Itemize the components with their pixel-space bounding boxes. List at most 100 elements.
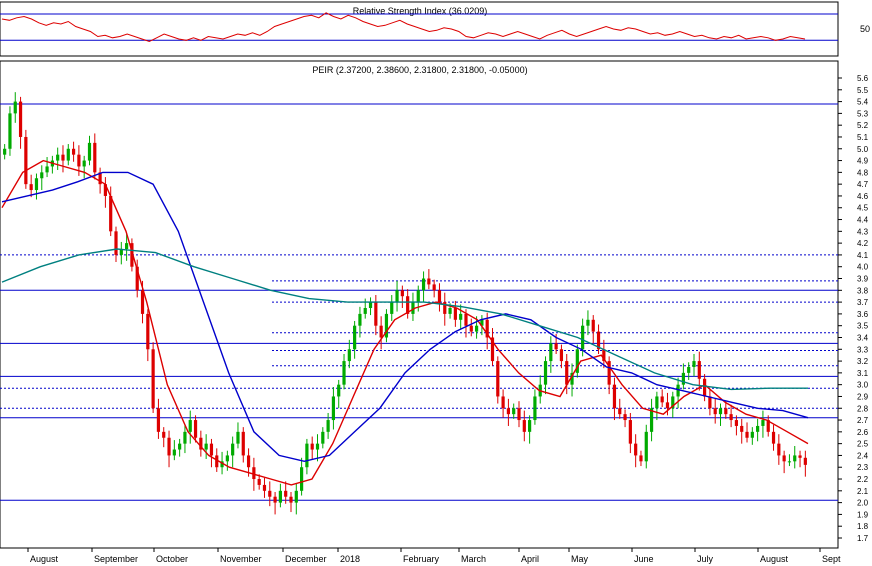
- x-tick-label: February: [403, 554, 440, 564]
- candle-body: [13, 101, 17, 114]
- candle-body: [756, 425, 760, 432]
- candle-body: [241, 431, 245, 456]
- candle-body: [178, 443, 182, 450]
- x-tick-label: August: [760, 554, 789, 564]
- x-axis: August September October November December 20…: [27, 548, 841, 564]
- candle-body: [671, 396, 675, 409]
- candle-body: [236, 431, 240, 444]
- candle-body: [612, 384, 617, 409]
- y-tick-label: 4.5: [857, 204, 869, 213]
- y-tick-label: 2.1: [857, 487, 869, 496]
- candle-body: [358, 313, 362, 326]
- candle-body: [793, 455, 797, 462]
- candle-body: [103, 184, 108, 196]
- x-tick-label: April: [521, 554, 539, 564]
- candle-body: [66, 148, 70, 161]
- x-tick-label: June: [634, 554, 654, 564]
- y-tick-label: 3.2: [857, 357, 869, 366]
- candle-body: [623, 414, 627, 421]
- candle-body: [745, 431, 749, 438]
- candle-body: [368, 302, 373, 308]
- candle-body: [591, 319, 595, 332]
- y-tick-label: 2.6: [857, 428, 869, 437]
- y-tick-label: 2.0: [857, 499, 869, 508]
- candle-body: [225, 455, 229, 462]
- price-title: PEIR (2.37200, 2.38600, 2.31800, 2.31800…: [312, 65, 527, 75]
- y-tick-label: 1.7: [857, 534, 869, 543]
- candle-body: [162, 431, 166, 438]
- candle-body: [204, 443, 208, 450]
- candle-body: [34, 178, 39, 191]
- candle-body: [384, 313, 389, 338]
- x-tick-label: May: [571, 554, 589, 564]
- candle-body: [135, 266, 139, 291]
- x-tick-label: 2018: [340, 554, 360, 564]
- candle-body: [82, 160, 86, 167]
- candle-body: [8, 113, 12, 149]
- candle-body: [469, 325, 473, 332]
- candle-body: [724, 408, 728, 415]
- candle-body: [29, 184, 33, 191]
- price-panel: PEIR (2.37200, 2.38600, 2.31800, 2.31800…: [0, 60, 869, 564]
- candle-body: [305, 443, 309, 468]
- candle-body: [427, 278, 431, 285]
- candle-body: [61, 154, 65, 161]
- candle-body: [220, 461, 224, 468]
- rsi-panel: Relative Strength Index (36.0209) 50: [0, 1, 870, 57]
- y-tick-label: 2.8: [857, 404, 869, 413]
- candle-body: [490, 337, 495, 362]
- candle-body: [496, 361, 500, 397]
- candle-body: [565, 361, 569, 385]
- candle-body: [692, 361, 696, 367]
- candle-body: [299, 467, 304, 491]
- y-tick-label: 2.7: [857, 416, 869, 425]
- candle-body: [252, 467, 256, 480]
- y-tick-label: 4.6: [857, 192, 869, 201]
- y-tick-label: 5.1: [857, 133, 869, 142]
- y-tick-label: 5.0: [857, 145, 869, 154]
- candle-body: [151, 349, 155, 409]
- candle-body: [596, 331, 601, 350]
- candle-body: [766, 420, 770, 432]
- candle-body: [119, 249, 123, 255]
- candle-body: [294, 490, 298, 503]
- moving-average-line-1: [1, 171, 809, 463]
- candle-body: [273, 496, 277, 503]
- candle-body: [533, 396, 537, 421]
- candle-body: [284, 490, 288, 497]
- candle-body: [607, 361, 611, 385]
- candle-body: [586, 319, 590, 326]
- y-tick-label: 4.9: [857, 157, 869, 166]
- candle-body: [331, 396, 336, 421]
- candle-body: [379, 325, 383, 338]
- candle-body: [480, 319, 484, 326]
- candle-body: [549, 343, 553, 362]
- candle-body: [522, 420, 526, 432]
- candle-body: [517, 408, 521, 421]
- candle-body: [554, 343, 558, 350]
- candle-body: [718, 408, 723, 415]
- y-tick-label: 3.6: [857, 310, 869, 319]
- candle-body: [782, 455, 786, 462]
- rsi-title: Relative Strength Index (36.0209): [353, 6, 488, 16]
- candle-body: [501, 396, 505, 409]
- candle-body: [639, 455, 643, 462]
- candle-body: [363, 308, 367, 314]
- y-tick-label: 1.8: [857, 522, 869, 531]
- candle-body: [93, 142, 97, 173]
- x-tick-label: Sept: [822, 554, 841, 564]
- candle-body: [570, 372, 574, 385]
- candle-body: [644, 431, 648, 462]
- candle-body: [406, 296, 410, 314]
- candle-body: [246, 455, 251, 468]
- rsi-line: [1, 12, 806, 43]
- candle-body: [771, 431, 776, 444]
- candle-body: [347, 349, 351, 362]
- candle-body: [761, 420, 765, 426]
- y-tick-label: 4.7: [857, 180, 869, 189]
- y-tick-label: 3.0: [857, 381, 869, 390]
- candle-body: [167, 437, 171, 456]
- candle-body: [649, 408, 654, 432]
- y-tick-label: 5.4: [857, 98, 869, 107]
- y-tick-label: 3.8: [857, 286, 869, 295]
